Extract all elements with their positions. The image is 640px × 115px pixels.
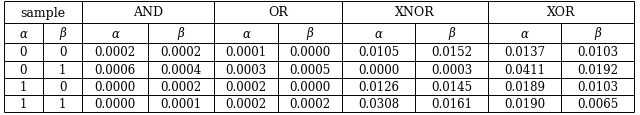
Text: 0.0006: 0.0006 (94, 63, 136, 76)
Text: α: α (111, 27, 119, 40)
Text: 0.0005: 0.0005 (289, 63, 331, 76)
Text: 0.0003: 0.0003 (225, 63, 267, 76)
Text: 1: 1 (59, 97, 66, 110)
Text: β: β (594, 27, 601, 40)
Text: 0: 0 (20, 63, 28, 76)
Text: 0.0103: 0.0103 (577, 46, 618, 59)
Text: 0.0002: 0.0002 (225, 97, 267, 110)
Text: 1: 1 (20, 80, 27, 93)
Text: 0.0105: 0.0105 (358, 46, 399, 59)
Text: β: β (448, 27, 455, 40)
Text: 0.0152: 0.0152 (431, 46, 472, 59)
Text: α: α (374, 27, 383, 40)
Text: AND: AND (133, 6, 163, 19)
Text: 0.0000: 0.0000 (94, 97, 136, 110)
Text: 1: 1 (20, 97, 27, 110)
Text: 0: 0 (59, 46, 67, 59)
Text: 0.0000: 0.0000 (289, 80, 331, 93)
Text: 0.0002: 0.0002 (161, 46, 202, 59)
Text: sample: sample (20, 6, 65, 19)
Text: α: α (242, 27, 250, 40)
Text: XOR: XOR (547, 6, 575, 19)
Text: 0.0411: 0.0411 (504, 63, 545, 76)
Text: 0.0000: 0.0000 (289, 46, 331, 59)
Text: 0.0137: 0.0137 (504, 46, 545, 59)
Text: 0.0002: 0.0002 (225, 80, 267, 93)
Text: 0.0308: 0.0308 (358, 97, 399, 110)
Text: 0.0002: 0.0002 (161, 80, 202, 93)
Text: 0.0161: 0.0161 (431, 97, 472, 110)
Text: 0.0065: 0.0065 (577, 97, 618, 110)
Text: 0.0002: 0.0002 (289, 97, 331, 110)
Text: 0.0001: 0.0001 (225, 46, 267, 59)
Text: 0.0192: 0.0192 (577, 63, 618, 76)
Text: 0: 0 (20, 46, 28, 59)
Text: 1: 1 (59, 63, 66, 76)
Text: α: α (20, 27, 28, 40)
Text: 0.0103: 0.0103 (577, 80, 618, 93)
Text: 0.0000: 0.0000 (94, 80, 136, 93)
Text: α: α (520, 27, 529, 40)
Text: 0.0002: 0.0002 (95, 46, 136, 59)
Text: 0.0126: 0.0126 (358, 80, 399, 93)
Text: 0.0000: 0.0000 (358, 63, 399, 76)
Text: β: β (59, 27, 66, 40)
Text: 0.0001: 0.0001 (161, 97, 202, 110)
Text: 0.0003: 0.0003 (431, 63, 472, 76)
Text: 0.0145: 0.0145 (431, 80, 472, 93)
Text: 0: 0 (59, 80, 67, 93)
Text: OR: OR (268, 6, 288, 19)
Text: 0.0189: 0.0189 (504, 80, 545, 93)
Text: 0.0190: 0.0190 (504, 97, 545, 110)
Text: β: β (178, 27, 184, 40)
Text: β: β (307, 27, 314, 40)
Text: XNOR: XNOR (395, 6, 435, 19)
Text: 0.0004: 0.0004 (161, 63, 202, 76)
